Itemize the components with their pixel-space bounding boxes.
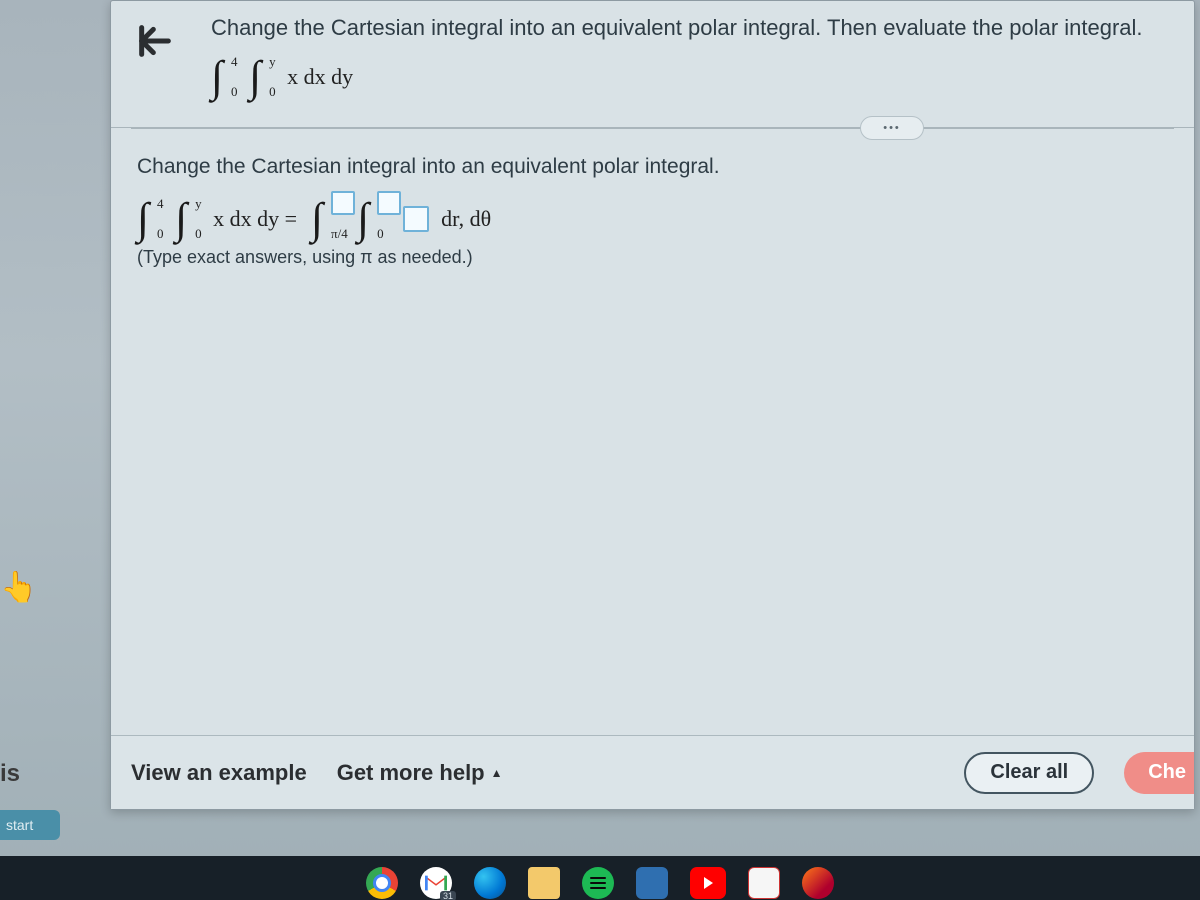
check-answer-label: Che bbox=[1148, 761, 1186, 784]
header-integral: ∫ 4 0 ∫ y 0 x dx dy bbox=[211, 55, 1174, 99]
gmail-icon[interactable]: 31 bbox=[420, 867, 452, 899]
get-more-help-label: Get more help bbox=[337, 760, 485, 786]
check-answer-button[interactable]: Che bbox=[1124, 752, 1194, 794]
rhs-inner-lower: 0 bbox=[377, 226, 384, 242]
section-divider: ••• bbox=[131, 128, 1174, 129]
clear-all-button[interactable]: Clear all bbox=[964, 752, 1094, 794]
youtube-icon[interactable] bbox=[690, 867, 726, 899]
panel-body: Change the Cartesian integral into an eq… bbox=[111, 129, 1194, 735]
chrome-icon[interactable] bbox=[366, 867, 398, 899]
caret-up-icon: ▲ bbox=[491, 766, 503, 780]
lhs-integrand: x dx dy = bbox=[213, 206, 297, 232]
body-subtitle: Change the Cartesian integral into an eq… bbox=[137, 155, 1168, 179]
rhs-inner-upper-input[interactable] bbox=[377, 191, 401, 215]
lhs-outer-upper: 4 bbox=[157, 196, 164, 212]
back-arrow-icon bbox=[135, 21, 175, 61]
spotify-icon[interactable] bbox=[582, 867, 614, 899]
header-integrand: x dx dy bbox=[287, 64, 353, 90]
rhs-outer-upper-input[interactable] bbox=[331, 191, 355, 215]
question-title: Change the Cartesian integral into an eq… bbox=[211, 15, 1174, 41]
ms-store-icon[interactable] bbox=[636, 867, 668, 899]
panel-footer: View an example Get more help ▲ Clear al… bbox=[111, 735, 1194, 809]
inner-lower-limit: 0 bbox=[269, 84, 276, 100]
taskbar: 31 bbox=[0, 856, 1200, 900]
answer-formula: ∫ 4 0 ∫ y 0 x dx dy = ∫ π/4 ∫ bbox=[137, 197, 1168, 241]
clear-all-label: Clear all bbox=[990, 761, 1068, 784]
rhs-outer-lower: π/4 bbox=[331, 226, 348, 242]
view-example-link[interactable]: View an example bbox=[131, 760, 307, 786]
start-tab[interactable]: start bbox=[0, 810, 60, 840]
panel-header: Change the Cartesian integral into an eq… bbox=[111, 1, 1194, 128]
lhs-inner-upper: y bbox=[195, 196, 202, 212]
rhs-tail: dr, dθ bbox=[441, 206, 491, 232]
more-menu-button[interactable]: ••• bbox=[860, 116, 924, 140]
hand-cursor-icon: 👆 bbox=[0, 570, 37, 605]
file-explorer-icon[interactable] bbox=[528, 867, 560, 899]
question-panel: Change the Cartesian integral into an eq… bbox=[110, 0, 1195, 810]
snipping-tool-icon[interactable] bbox=[748, 867, 780, 899]
rhs-integrand-input[interactable] bbox=[403, 206, 429, 232]
answer-hint: (Type exact answers, using π as needed.) bbox=[137, 247, 1168, 268]
cropped-label-is: is bbox=[0, 760, 20, 788]
get-more-help-link[interactable]: Get more help ▲ bbox=[337, 760, 503, 786]
inner-upper-limit: y bbox=[269, 54, 276, 70]
outer-upper-limit: 4 bbox=[231, 54, 238, 70]
lhs-inner-lower: 0 bbox=[195, 226, 202, 242]
view-example-label: View an example bbox=[131, 760, 307, 786]
back-button[interactable] bbox=[129, 15, 181, 67]
lhs-outer-lower: 0 bbox=[157, 226, 164, 242]
edge-icon[interactable] bbox=[474, 867, 506, 899]
gmail-badge: 31 bbox=[440, 891, 456, 900]
outer-lower-limit: 0 bbox=[231, 84, 238, 100]
app-icon[interactable] bbox=[802, 867, 834, 899]
